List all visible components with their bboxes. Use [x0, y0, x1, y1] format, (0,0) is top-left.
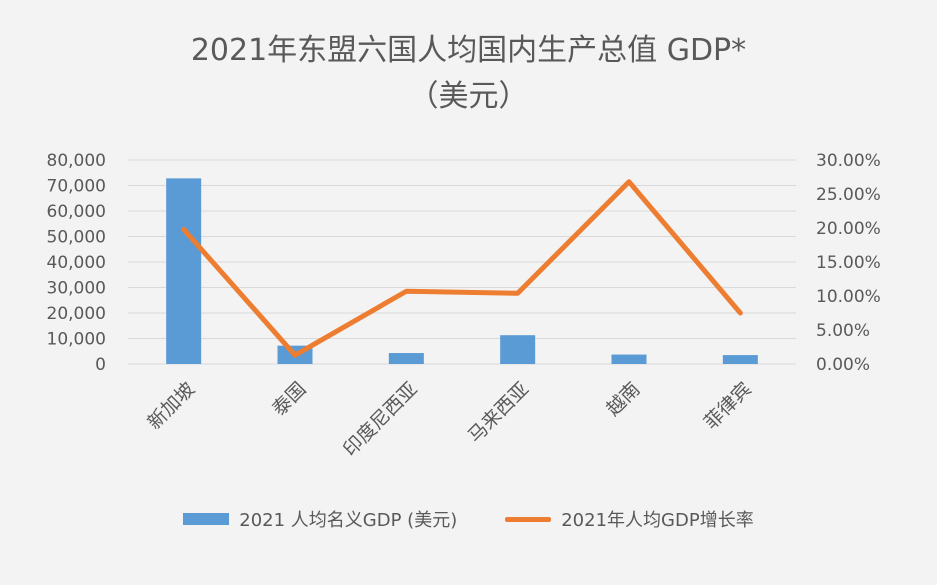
growth-line: [181, 179, 743, 358]
y-right-tick-label: 30.00%: [816, 151, 881, 171]
y-right-tick-label: 15.00%: [816, 253, 881, 273]
category-label: 新加坡: [143, 378, 199, 434]
bar: [500, 335, 536, 364]
y-left-tick-label: 10,000: [47, 330, 106, 350]
y-right-tick-label: 10.00%: [816, 287, 881, 307]
category-label: 泰国: [268, 378, 310, 420]
legend-item-line: 2021年人均GDP增长率: [505, 506, 754, 532]
bar: [611, 354, 647, 364]
category-label: 越南: [602, 378, 644, 420]
y-left-tick-label: 50,000: [47, 228, 106, 248]
legend-swatch-bar: [183, 513, 230, 525]
y-right-tick-label: 5.00%: [816, 321, 870, 341]
y-left-tick-label: 40,000: [47, 253, 106, 273]
y-left-tick-label: 30,000: [47, 279, 106, 299]
category-label: 印度尼西亚: [339, 378, 422, 461]
y-right-tick-label: 25.00%: [816, 185, 881, 205]
y-left-tick-label: 70,000: [47, 177, 106, 197]
chart-subtitle: （美元）: [408, 79, 529, 114]
y-right-tick-label: 0.00%: [816, 355, 870, 375]
legend: 2021 人均名义GDP (美元) 2021年人均GDP增长率: [0, 506, 937, 532]
legend-item-bar: 2021 人均名义GDP (美元): [183, 506, 457, 532]
y-left-tick-label: 60,000: [47, 202, 106, 222]
legend-label-bar: 2021 人均名义GDP (美元): [239, 510, 458, 531]
y-left-tick-label: 80,000: [47, 151, 106, 171]
chart-title: 2021年东盟六国人均国内生产总值 GDP*: [190, 33, 747, 68]
bar: [166, 178, 202, 364]
bar: [388, 353, 424, 364]
legend-label-line: 2021年人均GDP增长率: [561, 510, 754, 531]
y-left-tick-label: 20,000: [47, 304, 106, 324]
chart-title-block: 2021年东盟六国人均国内生产总值 GDP* （美元）: [0, 28, 937, 120]
bar: [722, 355, 758, 364]
y-left-tick-label: 0: [95, 355, 106, 375]
category-label: 菲律宾: [700, 378, 756, 434]
legend-swatch-line: [505, 516, 552, 522]
y-right-tick-label: 20.00%: [816, 219, 881, 239]
category-label: 马来西亚: [464, 378, 533, 447]
